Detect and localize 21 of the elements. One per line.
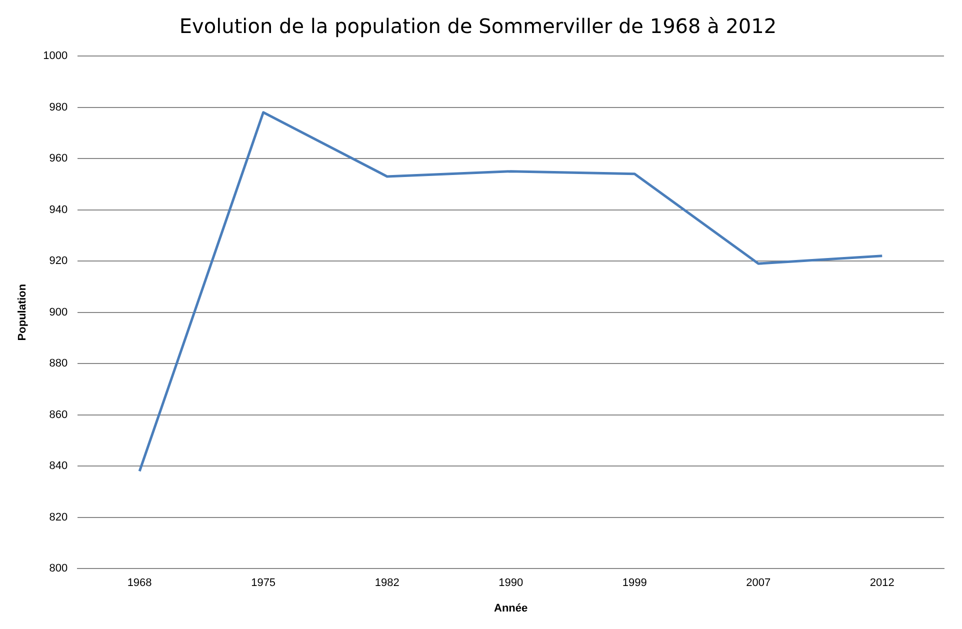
x-axis-title: Année <box>494 602 528 614</box>
x-tick-label: 1990 <box>498 577 524 590</box>
y-tick-label: 860 <box>49 408 68 421</box>
y-tick-label: 820 <box>49 511 68 524</box>
x-tick-label: 1982 <box>374 577 400 590</box>
x-tick-label: 1999 <box>622 577 647 590</box>
x-tick-label: 1975 <box>251 577 276 590</box>
x-tick-label: 2012 <box>870 577 894 590</box>
y-tick-label: 880 <box>49 358 68 370</box>
y-tick-label: 1000 <box>43 50 68 62</box>
y-tick-label: 900 <box>49 306 68 318</box>
x-tick-label: 2007 <box>746 577 771 590</box>
y-tick-label: 840 <box>49 460 68 472</box>
y-tick-label: 940 <box>49 204 68 216</box>
y-tick-label: 800 <box>49 562 68 575</box>
y-tick-label: 920 <box>49 255 68 268</box>
y-axis-title: Population <box>16 284 29 341</box>
y-tick-label: 960 <box>49 152 68 165</box>
y-tick-label: 980 <box>49 101 68 114</box>
x-tick-label: 1968 <box>127 577 152 590</box>
chart-title: Evolution de la population de Sommerviller de 1968 à 2012 <box>179 14 777 38</box>
